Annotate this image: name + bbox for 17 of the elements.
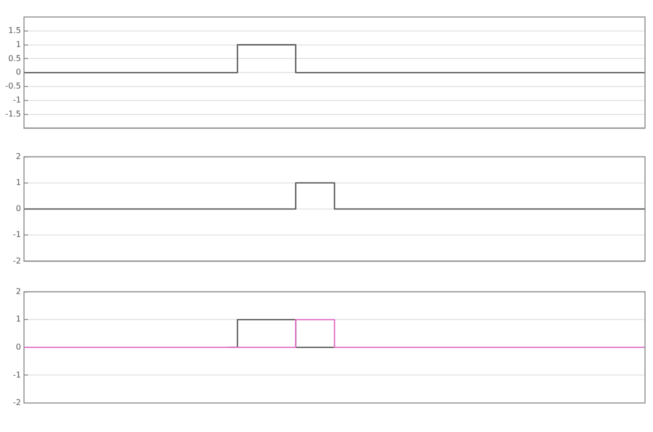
y-tick-label: 1.5: [8, 26, 21, 35]
y-tick-label: -2: [13, 398, 21, 408]
y-tick-label: 2: [16, 152, 21, 161]
y-tick-label: 1: [16, 40, 21, 49]
y-tick-label: -0.5: [5, 82, 21, 91]
y-tick-label: 0: [16, 342, 21, 352]
y-tick-label: 1: [16, 178, 21, 187]
y-tick-label: -2: [13, 256, 21, 266]
y-tick-label: -1.5: [5, 109, 21, 118]
y-tick-label: 0.5: [8, 54, 21, 63]
y-tick-label: -1: [13, 230, 21, 240]
y-tick-label: 0: [16, 204, 21, 214]
y-tick-label: 1: [16, 314, 21, 324]
y-tick-label: -1: [13, 95, 21, 104]
y-tick-label: 0: [16, 68, 21, 77]
y-tick-label: 2: [16, 286, 21, 296]
y-tick-label: -1: [13, 370, 21, 380]
